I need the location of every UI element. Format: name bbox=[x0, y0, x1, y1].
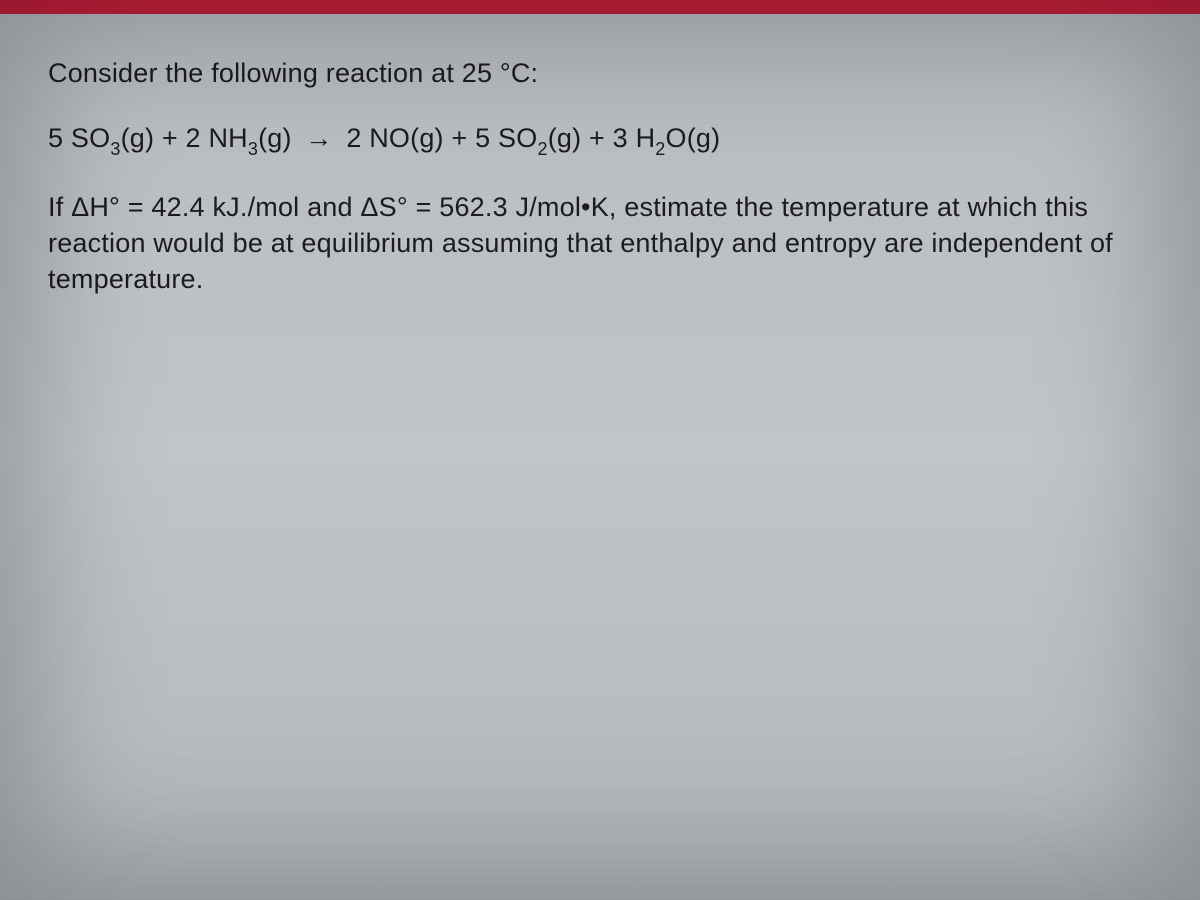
body-seg-2: kJ./mol and ΔS° = bbox=[205, 192, 439, 222]
phase: (g) bbox=[258, 123, 292, 153]
reactant-2: 2 NH3(g) bbox=[186, 123, 292, 153]
delta-h-value: 42.4 bbox=[151, 192, 204, 222]
phase: (g) bbox=[410, 123, 444, 153]
plus: + bbox=[581, 123, 612, 153]
product-1: 2 NO(g) bbox=[346, 123, 443, 153]
body-seg-1: If ΔH° = bbox=[48, 192, 151, 222]
base2: O bbox=[666, 123, 687, 153]
sub: 2 bbox=[655, 139, 665, 159]
coeff: 2 bbox=[186, 123, 201, 153]
intro-text: Consider the following reaction at 25 °C… bbox=[48, 58, 1152, 89]
base: SO bbox=[71, 123, 110, 153]
phase: (g) bbox=[121, 123, 155, 153]
plus: + bbox=[444, 123, 475, 153]
product-2: 5 SO2(g) bbox=[475, 123, 581, 153]
base: SO bbox=[498, 123, 537, 153]
top-accent-bar bbox=[0, 0, 1200, 14]
coeff: 3 bbox=[613, 123, 628, 153]
base: H bbox=[636, 123, 656, 153]
question-body: If ΔH° = 42.4 kJ./mol and ΔS° = 562.3 J/… bbox=[48, 190, 1152, 297]
sub: 2 bbox=[537, 139, 547, 159]
reaction-arrow-icon: → bbox=[305, 123, 332, 154]
coeff: 5 bbox=[48, 123, 63, 153]
question-content: Consider the following reaction at 25 °C… bbox=[0, 0, 1200, 297]
base: NO bbox=[369, 123, 410, 153]
reactant-1: 5 SO3(g) bbox=[48, 123, 154, 153]
chemical-equation: 5 SO3(g) + 2 NH3(g) → 2 NO(g) + 5 SO2(g)… bbox=[48, 123, 1152, 158]
product-3: 3 H2O(g) bbox=[613, 123, 721, 153]
phase: (g) bbox=[687, 123, 721, 153]
delta-s-value: 562.3 bbox=[439, 192, 508, 222]
sub: 3 bbox=[248, 139, 258, 159]
plus: + bbox=[154, 123, 185, 153]
coeff: 5 bbox=[475, 123, 490, 153]
sub: 3 bbox=[110, 139, 120, 159]
base: NH bbox=[208, 123, 247, 153]
coeff: 2 bbox=[346, 123, 361, 153]
phase: (g) bbox=[548, 123, 582, 153]
